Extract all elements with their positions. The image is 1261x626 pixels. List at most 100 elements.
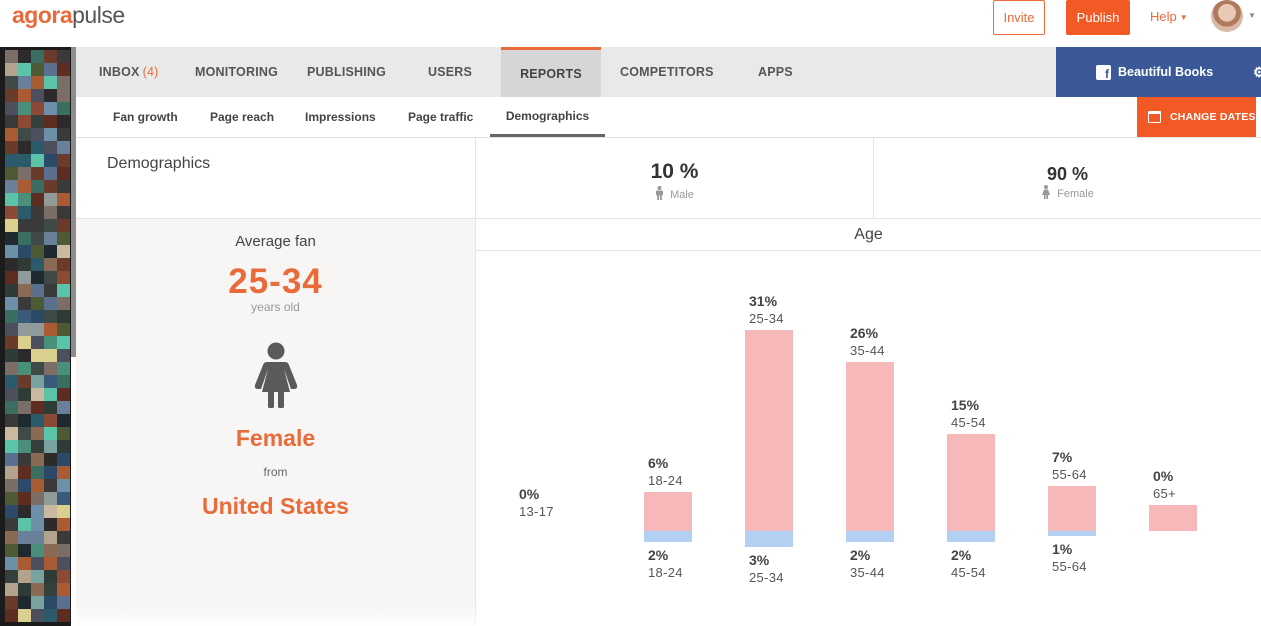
publish-button[interactable]: Publish [1066,0,1130,35]
thumbnail-pixel [18,518,31,531]
thumbnail-pixel [44,362,57,375]
thumbnail-pixel [18,323,31,336]
thumbnail-pixel [31,427,44,440]
thumbnail-pixel [31,76,44,89]
nav-item-publishing[interactable]: PUBLISHING [307,47,386,97]
thumbnail-pixel [57,128,70,141]
nav-item-users[interactable]: USERS [428,47,472,97]
tab-label: Page traffic [408,110,474,124]
thumbnail-pixel [44,141,57,154]
nav-item-label: MONITORING [195,65,279,79]
thumbnail-pixel [5,50,18,63]
thumbnail-pixel [57,232,70,245]
average-fan-age-unit: years old [251,300,300,314]
thumbnail-pixel [31,89,44,102]
nav-item-label: USERS [428,65,473,79]
thumbnail-pixel [44,102,57,115]
male-stat: 10 % Male [476,138,874,219]
age-bar-female-35-44[interactable] [846,362,894,531]
age-bar-male-25-34[interactable] [745,531,793,547]
help-menu[interactable]: Help ▼ [1150,9,1188,24]
age-label-male-pct: 1% [1052,541,1073,558]
age-label-female-cat: 25-34 [749,310,784,326]
thumbnail-pixel [57,284,70,297]
bottom-fade [76,604,1261,626]
thumbnail-pixel [44,128,57,141]
thumbnail-pixel [44,180,57,193]
sidebar-scrollbar[interactable] [71,47,76,357]
facebook-page-selector[interactable]: f Beautiful Books ⚙ [1056,47,1261,97]
thumbnail-pixel [44,271,57,284]
thumbnail-pixel [5,583,18,596]
age-bar-female-18-24[interactable] [644,492,692,531]
nav-item-inbox[interactable]: INBOX (4) [99,47,158,97]
age-label-male-pct: 3% [749,551,770,568]
app-logo[interactable]: agorapulse [12,2,125,29]
thumbnail-pixel [31,336,44,349]
female-label-row: Female [874,185,1261,202]
nav-item-label: INBOX [99,65,140,79]
thumbnail-pixel [57,50,70,63]
age-bar-female-25-34[interactable] [745,329,793,531]
thumbnail-pixel [5,271,18,284]
age-bar-male-45-54[interactable] [947,531,995,542]
thumbnail-pixel [5,115,18,128]
nav-item-reports[interactable]: REPORTS [501,47,601,97]
thumbnail-pixel [5,544,18,557]
thumbnail-pixel [18,115,31,128]
thumbnail-pixel [57,349,70,362]
thumbnail-pixel [18,453,31,466]
age-bar-female-45-54[interactable] [947,433,995,531]
tab-page-traffic[interactable]: Page traffic [408,97,473,137]
avatar[interactable] [1211,0,1243,32]
average-fan-gender: Female [235,425,316,451]
thumbnail-pixel [5,414,18,427]
thumbnail-pixel [44,466,57,479]
gear-icon[interactable]: ⚙ [1253,64,1261,80]
invite-button[interactable]: Invite [993,0,1045,35]
nav-item-monitoring[interactable]: MONITORING [195,47,278,97]
thumbnail-pixel [5,609,18,622]
thumbnail-pixel [57,570,70,583]
thumbnail-pixel [31,258,44,271]
thumbnail-pixel [31,518,44,531]
thumbnail-pixel [18,154,31,167]
thumbnail-pixel [31,245,44,258]
thumbnail-pixel [31,414,44,427]
age-label-male-cat: 35-44 [850,564,885,580]
thumbnail-pixel [5,245,18,258]
inbox-count-badge: (4) [142,65,159,79]
thumbnail-pixel [31,505,44,518]
thumbnail-pixel [31,544,44,557]
thumbnail-pixel [44,206,57,219]
tab-fan-growth[interactable]: Fan growth [113,97,178,137]
thumbnail-pixel [44,544,57,557]
age-bar-male-55-64[interactable] [1048,531,1096,537]
thumbnail-pixel [57,505,70,518]
thumbnail-pixel [31,206,44,219]
thumbnail-pixel [44,76,57,89]
change-dates-button[interactable]: CHANGE DATES [1137,97,1256,137]
age-label-female-cat: 55-64 [1052,466,1087,482]
thumbnail-pixel [5,128,18,141]
age-bar-female-65+[interactable] [1149,505,1197,531]
average-fan-panel: Average fan 25-34 years old Female from … [76,219,476,626]
thumbnail-pixel [5,193,18,206]
tab-impressions[interactable]: Impressions [305,97,376,137]
age-bar-female-55-64[interactable] [1048,485,1096,531]
thumbnail-pixel [57,115,70,128]
tab-demographics[interactable]: Demographics [490,97,605,137]
thumbnail-pixel [44,609,57,622]
male-label-row: Male [476,186,873,203]
thumbnail-pixel [18,206,31,219]
thumbnail-pixel [44,414,57,427]
tab-page-reach[interactable]: Page reach [210,97,274,137]
thumbnail-pixel [57,180,70,193]
age-bar-male-18-24[interactable] [644,531,692,542]
thumbnail-pixel [18,492,31,505]
thumbnail-pixel [31,310,44,323]
nav-item-competitors[interactable]: COMPETITORS [620,47,714,97]
chevron-down-icon[interactable]: ▼ [1248,11,1256,20]
nav-item-apps[interactable]: APPS [758,47,793,97]
age-bar-male-35-44[interactable] [846,531,894,542]
